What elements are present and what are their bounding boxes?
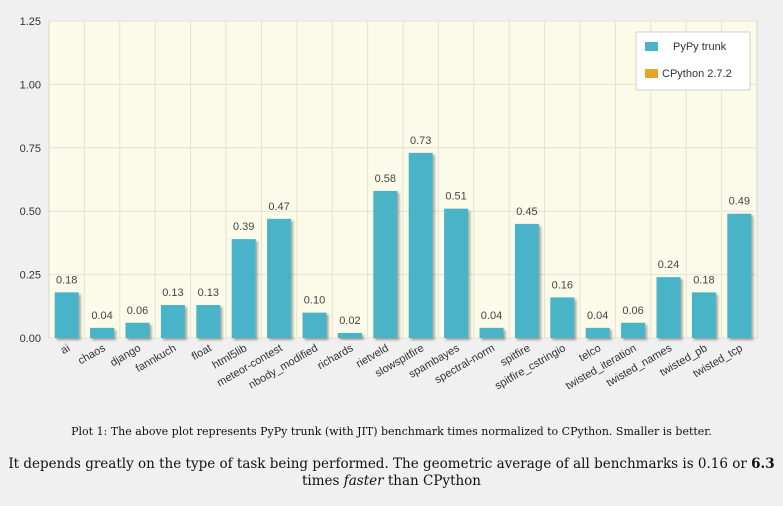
data-label: 0.06 [127, 305, 148, 317]
summary-text-middle: times [301, 473, 344, 489]
y-tick-label: 1.25 [20, 16, 41, 28]
summary-speedup: 6.3 [751, 456, 775, 472]
data-label: 0.10 [304, 295, 325, 307]
data-label: 0.04 [481, 310, 502, 322]
x-tick-label: richards [316, 342, 356, 372]
bar-rietveld [373, 190, 398, 338]
bar-html5lib [231, 239, 256, 338]
data-label: 0.49 [729, 196, 750, 208]
bar-float [196, 305, 221, 338]
summary-paragraph: It depends greatly on the type of task b… [0, 456, 783, 490]
bar-django [125, 322, 150, 338]
data-label: 0.16 [552, 279, 573, 291]
bar-twisted_iteration [621, 322, 646, 338]
bar-ai [54, 292, 79, 338]
data-label: 0.04 [587, 310, 608, 322]
data-label: 0.18 [56, 274, 77, 286]
bar-twisted_pb [691, 292, 716, 338]
data-label: 0.24 [658, 259, 679, 271]
legend-label-cpython: CPython 2.7.2 [662, 68, 732, 80]
y-tick-label: 1.00 [20, 79, 41, 91]
data-label: 0.06 [622, 305, 643, 317]
bar-chaos [90, 327, 115, 338]
bar-twisted_tcp [727, 213, 752, 338]
x-tick-label: fannkuch [134, 342, 179, 375]
label-layer: 0.18 0.04 0.06 0.13 0.13 0.39 0.47 0.10 0.02 0.58… [56, 135, 750, 327]
data-label: 0.47 [268, 201, 289, 213]
legend-swatch-cpython [645, 69, 658, 78]
data-label: 0.39 [233, 221, 254, 233]
bar-twisted_names [656, 277, 681, 338]
data-label: 0.45 [516, 206, 537, 218]
summary-faster: faster [343, 473, 384, 489]
data-label: 0.51 [445, 191, 466, 203]
bar-spectral-norm [479, 327, 504, 338]
y-axis: 0.00 0.25 0.50 0.75 1.00 1.25 [20, 16, 41, 345]
bar-fannkuch [160, 305, 185, 338]
bar-spitfire [514, 223, 539, 338]
data-label: 0.04 [91, 310, 112, 322]
y-tick-label: 0.00 [20, 333, 41, 345]
legend-label-pypy: PyPy trunk [673, 41, 727, 53]
chart-svg: 0.18 0.04 0.06 0.13 0.13 0.39 0.47 0.10 0.02 0.58… [20, 16, 758, 392]
data-label: 0.18 [693, 274, 714, 286]
data-label: 0.13 [162, 287, 183, 299]
bar-slowspitfire [408, 152, 433, 338]
data-label: 0.13 [198, 287, 219, 299]
y-tick-label: 0.25 [20, 270, 41, 282]
bar-meteor-contest [267, 218, 292, 338]
summary-text-after: than CPython [383, 473, 482, 489]
x-tick-label: ai [59, 342, 72, 357]
bar-richards [337, 332, 362, 338]
benchmark-chart: 0.18 0.04 0.06 0.13 0.13 0.39 0.47 0.10 0.02 0.58… [20, 16, 758, 392]
y-tick-label: 0.75 [20, 143, 41, 155]
bar-nbody_modified [302, 312, 327, 338]
bar-telco [585, 327, 610, 338]
data-label: 0.73 [410, 135, 431, 147]
data-label: 0.02 [339, 315, 360, 327]
bar-spambayes [444, 208, 469, 338]
bar-spitfire_cstringio [550, 297, 575, 338]
y-tick-label: 0.50 [20, 206, 41, 218]
legend: PyPy trunk CPython 2.7.2 [635, 31, 751, 91]
legend-swatch-pypy [645, 42, 658, 51]
x-tick-label: chaos [76, 342, 108, 367]
legend-box [635, 31, 751, 91]
bar-layer [54, 152, 752, 338]
summary-text-before: It depends greatly on the type of task b… [8, 456, 752, 472]
data-label: 0.58 [375, 173, 396, 185]
figure-caption: Plot 1: The above plot represents PyPy t… [71, 425, 712, 438]
x-tick-label: float [190, 342, 214, 363]
